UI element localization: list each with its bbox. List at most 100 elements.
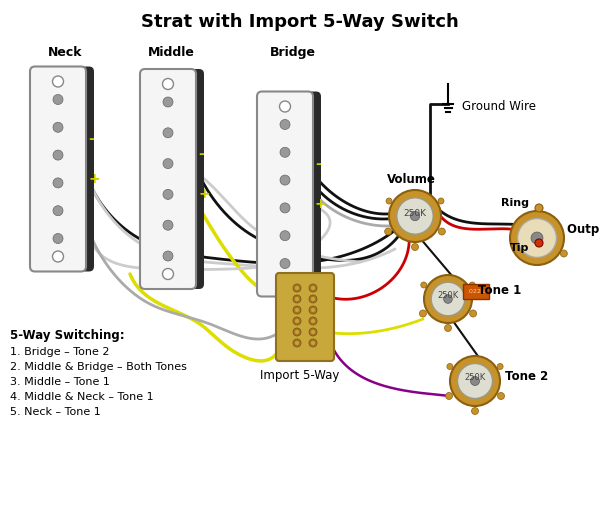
Circle shape — [431, 282, 465, 316]
Text: 5-Way Switching:: 5-Way Switching: — [10, 329, 125, 342]
Circle shape — [163, 128, 173, 138]
Circle shape — [280, 276, 290, 287]
Circle shape — [295, 341, 299, 345]
Circle shape — [470, 310, 476, 317]
Circle shape — [280, 203, 290, 213]
Text: 250K: 250K — [464, 374, 485, 383]
Text: 3. Middle – Tone 1: 3. Middle – Tone 1 — [10, 377, 110, 387]
FancyBboxPatch shape — [38, 67, 94, 271]
Circle shape — [535, 204, 543, 212]
Circle shape — [458, 364, 493, 398]
Circle shape — [309, 284, 317, 292]
Circle shape — [424, 275, 472, 323]
Circle shape — [280, 175, 290, 185]
Circle shape — [295, 286, 299, 290]
Circle shape — [163, 97, 173, 107]
Circle shape — [421, 282, 427, 288]
Text: +: + — [88, 172, 100, 186]
Circle shape — [450, 356, 500, 406]
FancyBboxPatch shape — [148, 69, 204, 289]
FancyBboxPatch shape — [140, 69, 196, 289]
Circle shape — [53, 76, 64, 87]
Circle shape — [531, 232, 543, 244]
Circle shape — [53, 251, 64, 262]
Circle shape — [311, 341, 315, 345]
Circle shape — [470, 377, 479, 386]
Circle shape — [311, 297, 315, 301]
Circle shape — [311, 330, 315, 334]
Circle shape — [295, 308, 299, 312]
Circle shape — [309, 328, 317, 336]
Text: Bridge: Bridge — [270, 46, 316, 59]
Circle shape — [412, 244, 419, 250]
Circle shape — [439, 228, 445, 235]
Circle shape — [385, 228, 392, 235]
Text: 2. Middle & Bridge – Both Tones: 2. Middle & Bridge – Both Tones — [10, 362, 187, 372]
Text: +: + — [315, 197, 326, 211]
Circle shape — [163, 220, 173, 230]
Circle shape — [472, 408, 479, 414]
Circle shape — [445, 324, 452, 332]
Circle shape — [309, 295, 317, 303]
FancyBboxPatch shape — [257, 92, 313, 297]
Text: -: - — [88, 132, 94, 146]
Circle shape — [447, 364, 453, 369]
Circle shape — [280, 231, 290, 241]
Circle shape — [280, 119, 290, 129]
Circle shape — [280, 147, 290, 157]
Circle shape — [293, 317, 301, 325]
Circle shape — [535, 239, 543, 247]
FancyBboxPatch shape — [265, 92, 321, 297]
Text: 5. Neck – Tone 1: 5. Neck – Tone 1 — [10, 407, 101, 417]
Text: Middle: Middle — [148, 46, 195, 59]
Circle shape — [389, 190, 441, 242]
FancyBboxPatch shape — [276, 273, 334, 361]
Text: Ground Wire: Ground Wire — [462, 100, 536, 113]
Circle shape — [518, 219, 556, 257]
Circle shape — [293, 284, 301, 292]
Text: -: - — [198, 147, 204, 161]
Circle shape — [443, 294, 452, 303]
Text: Output Jack: Output Jack — [567, 224, 600, 236]
Circle shape — [295, 297, 299, 301]
Circle shape — [163, 159, 173, 169]
Circle shape — [311, 286, 315, 290]
Text: 4. Middle & Neck – Tone 1: 4. Middle & Neck – Tone 1 — [10, 392, 154, 402]
Text: .022μ: .022μ — [467, 289, 485, 293]
Circle shape — [410, 211, 419, 221]
Text: Neck: Neck — [48, 46, 83, 59]
Circle shape — [53, 234, 63, 244]
Circle shape — [163, 268, 173, 279]
Text: Import 5-Way: Import 5-Way — [260, 369, 340, 382]
Circle shape — [309, 306, 317, 314]
Circle shape — [293, 339, 301, 347]
Text: Tone 2: Tone 2 — [505, 369, 548, 383]
Circle shape — [53, 122, 63, 132]
Circle shape — [163, 251, 173, 261]
Text: -: - — [315, 157, 321, 171]
Circle shape — [311, 308, 315, 312]
FancyBboxPatch shape — [30, 67, 86, 271]
Text: Strat with Import 5-Way Switch: Strat with Import 5-Way Switch — [141, 13, 459, 31]
Circle shape — [469, 282, 475, 288]
Circle shape — [397, 198, 433, 234]
Circle shape — [446, 392, 452, 399]
Circle shape — [280, 258, 290, 268]
Circle shape — [438, 198, 444, 204]
Circle shape — [53, 150, 63, 160]
Circle shape — [53, 94, 63, 104]
Circle shape — [280, 101, 290, 112]
Circle shape — [293, 306, 301, 314]
Text: 250K: 250K — [437, 291, 458, 300]
Text: Volume: Volume — [387, 173, 436, 186]
Circle shape — [419, 310, 427, 317]
Text: Tone 1: Tone 1 — [478, 285, 521, 298]
Text: Ring: Ring — [501, 198, 529, 208]
Text: Tip: Tip — [509, 243, 529, 253]
Circle shape — [53, 206, 63, 216]
Circle shape — [311, 319, 315, 323]
Circle shape — [163, 189, 173, 200]
Circle shape — [163, 79, 173, 90]
Circle shape — [309, 317, 317, 325]
Circle shape — [309, 339, 317, 347]
